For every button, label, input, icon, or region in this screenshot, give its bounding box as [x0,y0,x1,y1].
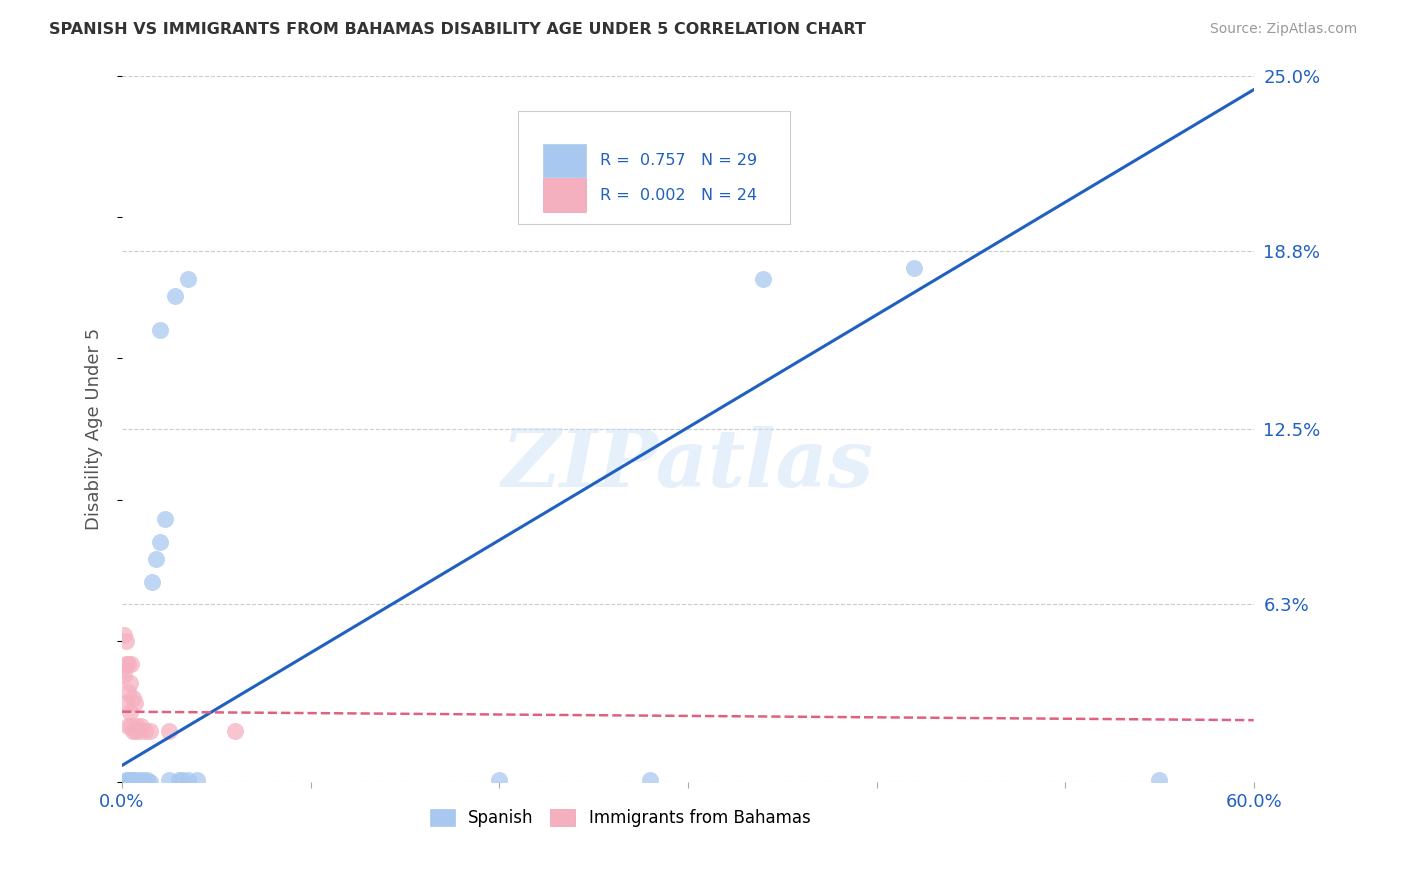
Point [135,772,157,787]
Point [172,772,194,787]
Point [127,719,149,733]
Point [118,705,141,719]
Point [117,719,139,733]
Y-axis label: Disability Age Under 5: Disability Age Under 5 [86,328,103,530]
Point [177,272,200,286]
Point [118,676,141,690]
Point [167,772,190,787]
Point [488,772,510,787]
Point [114,634,136,648]
Point [117,685,139,699]
Point [114,772,136,787]
Point [124,772,146,787]
Point [186,772,208,787]
Text: R =  0.757   N = 29: R = 0.757 N = 29 [599,153,756,168]
Point [752,272,775,286]
Point [157,724,180,739]
Point [177,772,200,787]
Point [224,724,246,739]
Point [128,724,150,739]
Point [122,724,145,739]
Point [134,724,156,739]
Point [121,772,143,787]
FancyBboxPatch shape [519,111,790,224]
Point [118,772,141,787]
Point [111,662,134,676]
Text: ZIPatlas: ZIPatlas [502,425,875,503]
Point [139,724,162,739]
Point [903,260,925,275]
Point [1149,772,1171,787]
Legend: Spanish, Immigrants from Bahamas: Spanish, Immigrants from Bahamas [423,803,817,834]
FancyBboxPatch shape [543,144,586,178]
FancyBboxPatch shape [543,178,586,212]
Point [145,552,167,566]
Text: Source: ZipAtlas.com: Source: ZipAtlas.com [1209,22,1357,37]
Text: R =  0.002   N = 24: R = 0.002 N = 24 [599,187,756,202]
Point [129,719,152,733]
Point [155,512,177,526]
Point [114,696,136,710]
Point [638,772,661,787]
Point [117,657,139,671]
Point [149,323,172,337]
Point [122,690,145,705]
Point [157,772,180,787]
Point [122,772,145,787]
Point [128,772,150,787]
Point [121,719,143,733]
Text: SPANISH VS IMMIGRANTS FROM BAHAMAS DISABILITY AGE UNDER 5 CORRELATION CHART: SPANISH VS IMMIGRANTS FROM BAHAMAS DISAB… [49,22,866,37]
Point [127,775,149,789]
Point [124,696,146,710]
Point [112,628,135,642]
Point [114,657,136,671]
Point [132,772,155,787]
Point [139,775,162,789]
Point [129,775,152,789]
Point [124,724,146,739]
Point [121,657,143,671]
Point [112,668,135,682]
Point [149,535,172,549]
Point [141,574,163,589]
Point [163,289,186,303]
Point [117,772,139,787]
